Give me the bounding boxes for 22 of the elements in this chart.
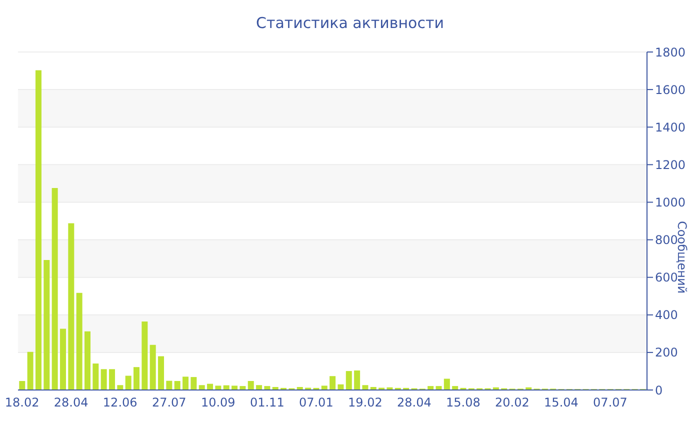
x-tick-label: 07.07 [593,396,628,410]
x-tick-label: 20.02 [495,396,530,410]
y-tick-label: 1200 [655,158,686,172]
chart-title: Статистика активности [255,14,445,32]
x-tick-label: 01.11 [250,396,284,410]
x-tick-label: 19.02 [348,396,382,410]
x-tick-label: 07.01 [298,396,334,410]
y-tick-label: 1600 [655,82,686,97]
y-tick-label: 400 [655,308,678,322]
x-tick-label: 15.04 [544,396,578,410]
y-tick-label: 1400 [655,120,686,134]
x-tick-label: 12.06 [102,396,138,410]
y-tick-label: 200 [655,346,678,360]
x-tick-label: 28.04 [54,396,88,410]
x-tick-label: 10.09 [200,396,236,410]
y-tick-label: 0 [655,383,663,398]
x-tick-label: 27.07 [152,396,186,410]
x-tick-label: 15.08 [446,396,480,410]
x-tick-label: 18.02 [4,396,40,410]
y-tick-label: 1000 [655,195,686,210]
x-tick-label: 28.04 [397,396,432,410]
y-tick-label: 1800 [655,45,686,60]
